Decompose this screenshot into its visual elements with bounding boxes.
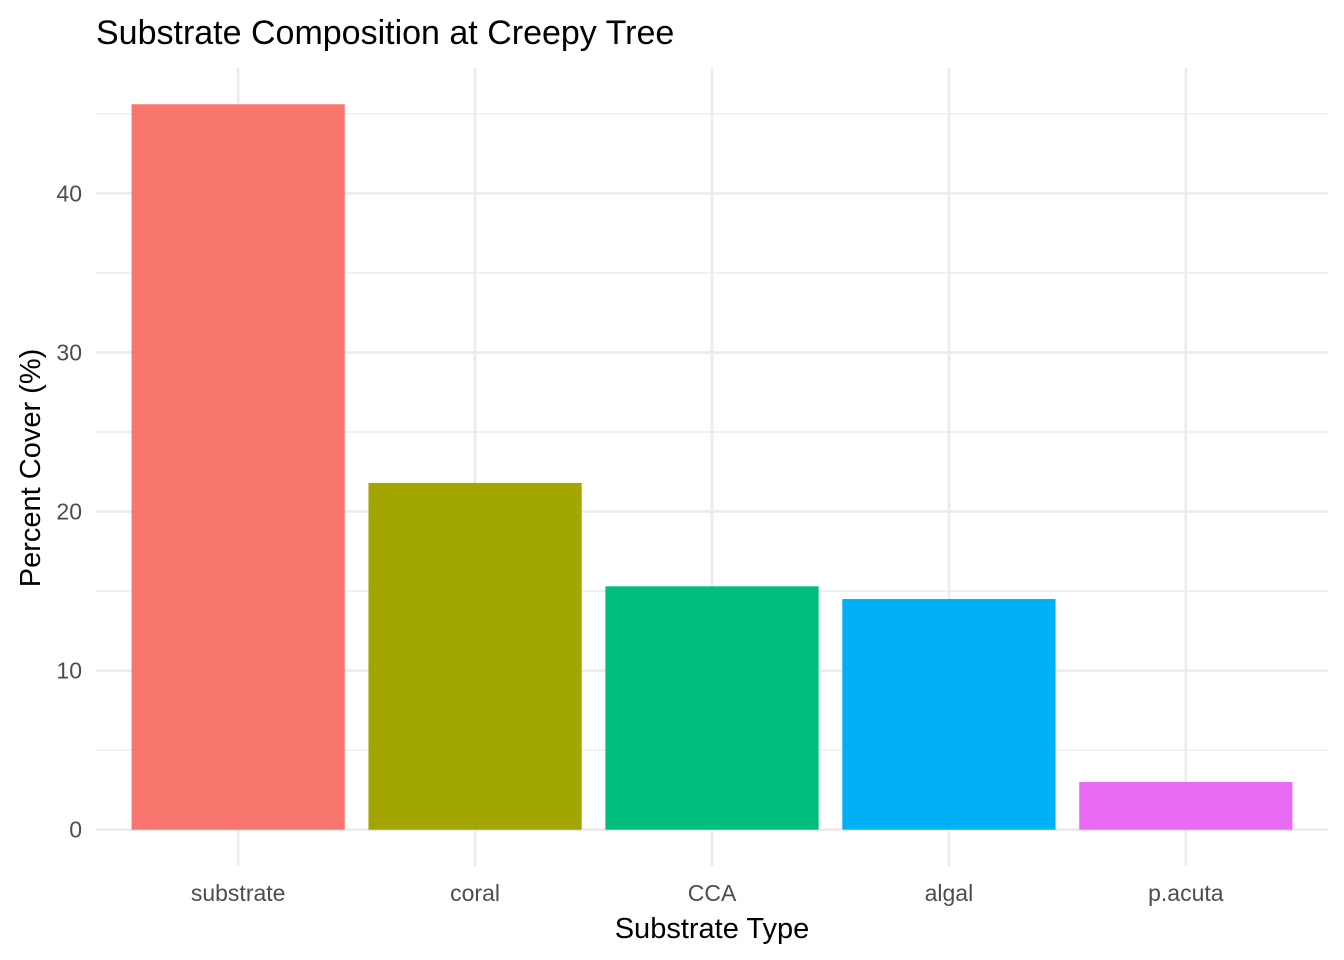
x-tick-label: coral xyxy=(450,880,500,906)
x-tick-label: algal xyxy=(925,880,974,906)
y-tick-label: 40 xyxy=(56,180,82,206)
bar-p-acuta xyxy=(1079,782,1293,830)
bar-algal xyxy=(842,599,1056,830)
y-tick-label: 0 xyxy=(69,817,82,843)
x-axis-ticks: substrate coral CCA algal p.acuta xyxy=(191,880,1224,906)
x-axis-title: Substrate Type xyxy=(615,913,810,945)
chart-title: Substrate Composition at Creepy Tree xyxy=(96,14,674,52)
bar-substrate xyxy=(131,104,345,830)
y-tick-label: 20 xyxy=(56,499,82,525)
y-tick-label: 10 xyxy=(56,658,82,684)
y-tick-label: 30 xyxy=(56,339,82,365)
x-tick-label: substrate xyxy=(191,880,286,906)
bar-coral xyxy=(368,482,582,830)
x-tick-label: p.acuta xyxy=(1148,880,1224,906)
x-tick-label: CCA xyxy=(688,880,737,906)
bar-cca xyxy=(605,586,819,830)
y-axis-title: Percent Cover (%) xyxy=(15,349,47,588)
bars xyxy=(131,104,1293,830)
y-axis-ticks: 0 10 20 30 40 xyxy=(56,180,82,842)
